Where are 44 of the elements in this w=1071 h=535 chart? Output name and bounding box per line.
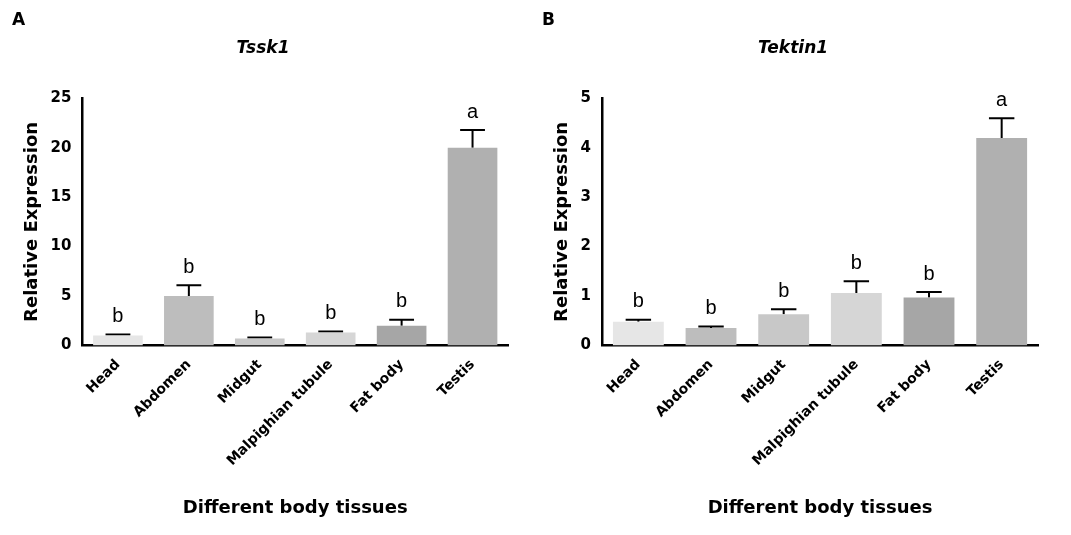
bar bbox=[976, 137, 1028, 346]
text: A bbox=[12, 8, 26, 29]
chart-title: Tssk1 bbox=[236, 36, 290, 57]
annotation: b bbox=[112, 304, 124, 327]
bar bbox=[305, 332, 356, 346]
x-axis-title: Different body tissues bbox=[182, 495, 408, 517]
bar bbox=[234, 338, 285, 346]
annotation: b bbox=[850, 250, 862, 273]
annotation: b bbox=[254, 307, 266, 330]
annotation: a bbox=[996, 87, 1009, 110]
y-tick-label: 5 bbox=[61, 285, 72, 304]
y-tick-label: 10 bbox=[50, 236, 72, 255]
annotation: b bbox=[396, 289, 408, 312]
bar bbox=[685, 328, 737, 346]
annotation: b bbox=[705, 296, 717, 319]
y-axis-title: Relative Expression bbox=[20, 121, 42, 322]
y-tick-label: 3 bbox=[580, 187, 592, 206]
bar bbox=[903, 297, 955, 346]
chart-title: Tektin1 bbox=[757, 36, 829, 57]
y-tick-label: 5 bbox=[580, 88, 592, 107]
bar bbox=[164, 296, 214, 346]
y-tick-label: 25 bbox=[50, 88, 72, 107]
bar bbox=[447, 147, 498, 346]
y-tick-label: 20 bbox=[50, 137, 72, 156]
annotation: b bbox=[923, 261, 935, 284]
y-tick-label: 1 bbox=[580, 285, 592, 304]
annotation: b bbox=[325, 301, 337, 324]
y-axis-title: Relative Expression bbox=[550, 121, 572, 322]
y-tick-label: 4 bbox=[580, 137, 592, 156]
annotation: b bbox=[183, 254, 195, 277]
bar bbox=[376, 325, 427, 346]
text: B bbox=[542, 8, 555, 29]
annotation: a bbox=[466, 99, 479, 122]
y-tick-label: 15 bbox=[50, 187, 72, 206]
bar bbox=[830, 293, 882, 346]
annotation: b bbox=[632, 289, 644, 312]
bar bbox=[612, 321, 664, 346]
y-tick-label: 2 bbox=[580, 236, 592, 255]
x-axis-title: Different body tissues bbox=[707, 495, 933, 517]
bar bbox=[758, 314, 810, 346]
y-tick-label: 0 bbox=[580, 335, 592, 354]
bar bbox=[93, 335, 143, 346]
y-tick-label: 0 bbox=[61, 335, 72, 354]
annotation: b bbox=[778, 278, 790, 301]
